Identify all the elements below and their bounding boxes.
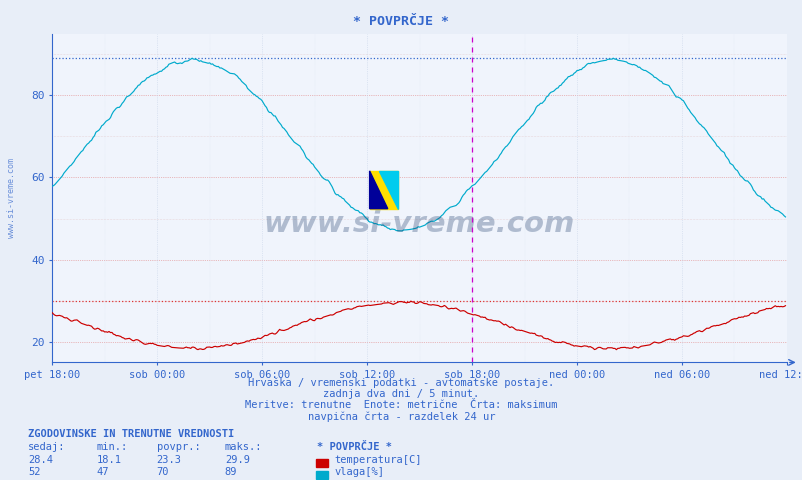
Text: min.:: min.: xyxy=(96,442,128,452)
Text: 70: 70 xyxy=(156,467,169,477)
Text: * POVPRČJE *: * POVPRČJE * xyxy=(317,442,391,452)
Text: 89: 89 xyxy=(225,467,237,477)
Text: sedaj:: sedaj: xyxy=(28,442,66,452)
Text: zadnja dva dni / 5 minut.: zadnja dva dni / 5 minut. xyxy=(323,389,479,399)
Text: 18.1: 18.1 xyxy=(96,455,121,465)
Bar xyxy=(369,171,397,209)
Text: maks.:: maks.: xyxy=(225,442,262,452)
Text: * POVPRČJE *: * POVPRČJE * xyxy=(353,15,449,28)
Text: temperatura[C]: temperatura[C] xyxy=(334,455,421,465)
Text: www.si-vreme.com: www.si-vreme.com xyxy=(7,158,16,238)
Text: vlaga[%]: vlaga[%] xyxy=(334,467,383,477)
Text: www.si-vreme.com: www.si-vreme.com xyxy=(264,210,574,238)
Text: 47: 47 xyxy=(96,467,109,477)
Text: 52: 52 xyxy=(28,467,41,477)
Text: Meritve: trenutne  Enote: metrične  Črta: maksimum: Meritve: trenutne Enote: metrične Črta: … xyxy=(245,400,557,410)
Text: ZGODOVINSKE IN TRENUTNE VREDNOSTI: ZGODOVINSKE IN TRENUTNE VREDNOSTI xyxy=(28,429,234,439)
Polygon shape xyxy=(369,171,387,209)
Text: navpična črta - razdelek 24 ur: navpična črta - razdelek 24 ur xyxy=(307,411,495,421)
Text: 28.4: 28.4 xyxy=(28,455,53,465)
Text: 23.3: 23.3 xyxy=(156,455,181,465)
Text: povpr.:: povpr.: xyxy=(156,442,200,452)
Polygon shape xyxy=(379,171,397,209)
Text: 29.9: 29.9 xyxy=(225,455,249,465)
Text: Hrvaška / vremenski podatki - avtomatske postaje.: Hrvaška / vremenski podatki - avtomatske… xyxy=(248,378,554,388)
